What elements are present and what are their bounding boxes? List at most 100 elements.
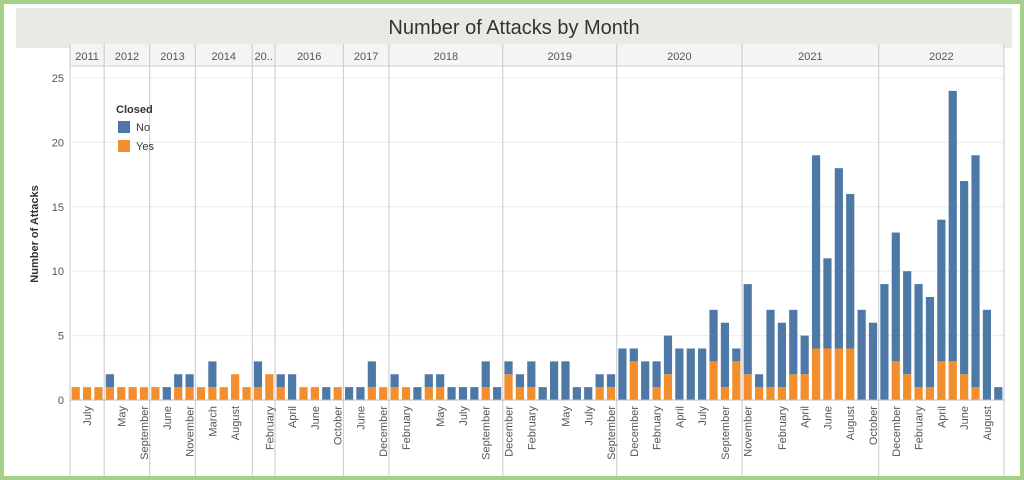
bar-no xyxy=(105,374,114,388)
bar-yes xyxy=(925,387,935,400)
bar-yes xyxy=(732,361,741,400)
bar-yes xyxy=(128,387,137,400)
bar-no xyxy=(356,387,365,400)
bar-yes xyxy=(185,387,194,400)
x-tick-label: September xyxy=(606,406,618,460)
bar-no xyxy=(720,322,730,388)
x-tick-label: June xyxy=(355,406,367,430)
bar-yes xyxy=(720,387,730,400)
chart-title-bar: Number of Attacks by Month xyxy=(16,8,1012,48)
bar-no xyxy=(515,374,525,388)
bar-yes xyxy=(174,387,183,400)
bar-no xyxy=(960,181,969,375)
bar-yes xyxy=(481,387,490,400)
x-tick-label: October xyxy=(868,406,880,445)
bar-no xyxy=(925,296,935,388)
bar-no xyxy=(538,387,547,400)
bar-no xyxy=(891,232,900,362)
bar-no xyxy=(185,374,194,388)
bar-yes xyxy=(846,348,855,400)
x-tick-label: February xyxy=(526,406,538,451)
x-tick-label: December xyxy=(891,406,903,457)
x-tick-label: May xyxy=(116,406,128,427)
year-label: 2016 xyxy=(297,51,321,63)
bar-no xyxy=(504,361,513,375)
x-tick-label: February xyxy=(914,406,926,451)
bar-yes xyxy=(151,387,160,400)
bar-yes xyxy=(117,387,126,400)
y-axis-label: Number of Attacks xyxy=(29,185,41,282)
legend-swatch xyxy=(118,140,130,152)
bar-yes xyxy=(436,387,445,400)
year-label: 2018 xyxy=(434,51,458,63)
bar-yes xyxy=(196,387,206,400)
x-tick-label: May xyxy=(435,406,447,427)
legend-entry: No xyxy=(136,122,150,134)
bar-no xyxy=(561,361,570,400)
bar-no xyxy=(755,374,764,388)
bar-no xyxy=(174,374,183,388)
y-tick-label: 0 xyxy=(58,395,64,407)
bar-yes xyxy=(743,374,752,400)
x-tick-label: November xyxy=(743,406,755,457)
x-tick-label: June xyxy=(162,406,174,430)
x-tick-label: May xyxy=(560,406,572,427)
x-tick-label: December xyxy=(378,406,390,457)
bar-yes xyxy=(811,348,821,400)
bar-yes xyxy=(401,387,411,400)
bar-yes xyxy=(914,387,923,400)
legend-swatch xyxy=(118,121,130,133)
bar-yes xyxy=(82,387,92,400)
chart-title: Number of Attacks by Month xyxy=(388,16,640,39)
x-tick-label: April xyxy=(674,406,686,428)
x-tick-label: September xyxy=(481,406,493,460)
bar-yes xyxy=(208,387,217,400)
bar-yes xyxy=(94,387,103,400)
y-tick-label: 5 xyxy=(58,331,64,343)
year-label: 2021 xyxy=(798,51,822,63)
bar-no xyxy=(322,387,331,400)
bar-yes xyxy=(789,374,798,400)
bar-no xyxy=(698,348,707,400)
bar-yes xyxy=(276,387,285,400)
bar-yes xyxy=(424,387,433,400)
bar-yes xyxy=(105,387,114,400)
bar-no xyxy=(584,387,593,400)
year-label: 20.. xyxy=(254,51,272,63)
bar-yes xyxy=(652,387,661,400)
bar-no xyxy=(948,90,957,362)
bar-yes xyxy=(606,387,616,400)
x-tick-label: December xyxy=(629,406,641,457)
bar-yes xyxy=(231,374,240,400)
bar-no xyxy=(971,155,980,388)
bar-yes xyxy=(333,387,342,400)
bar-no xyxy=(652,361,661,388)
bar-no xyxy=(789,309,798,375)
y-tick-label: 10 xyxy=(52,266,64,278)
bar-no xyxy=(458,387,468,400)
x-tick-label: June xyxy=(822,406,834,430)
bar-yes xyxy=(595,387,604,400)
bar-no xyxy=(982,309,992,400)
x-tick-label: July xyxy=(697,406,709,426)
bar-no xyxy=(595,374,604,388)
bar-yes xyxy=(891,361,900,400)
bar-yes xyxy=(253,387,263,400)
x-tick-label: October xyxy=(333,406,345,445)
bar-no xyxy=(413,387,422,400)
year-label: 2013 xyxy=(160,51,184,63)
bar-no xyxy=(424,374,433,388)
bar-no xyxy=(481,361,490,388)
bar-no xyxy=(914,284,923,388)
bar-yes xyxy=(242,387,251,400)
year-header-bg xyxy=(70,44,1004,66)
bar-no xyxy=(903,271,912,375)
x-tick-label: February xyxy=(777,406,789,451)
x-tick-label: August xyxy=(230,406,242,440)
x-tick-label: April xyxy=(800,406,812,428)
bar-yes xyxy=(71,387,80,400)
bar-no xyxy=(253,361,263,388)
bar-no xyxy=(436,374,445,388)
x-tick-label: December xyxy=(504,406,516,457)
